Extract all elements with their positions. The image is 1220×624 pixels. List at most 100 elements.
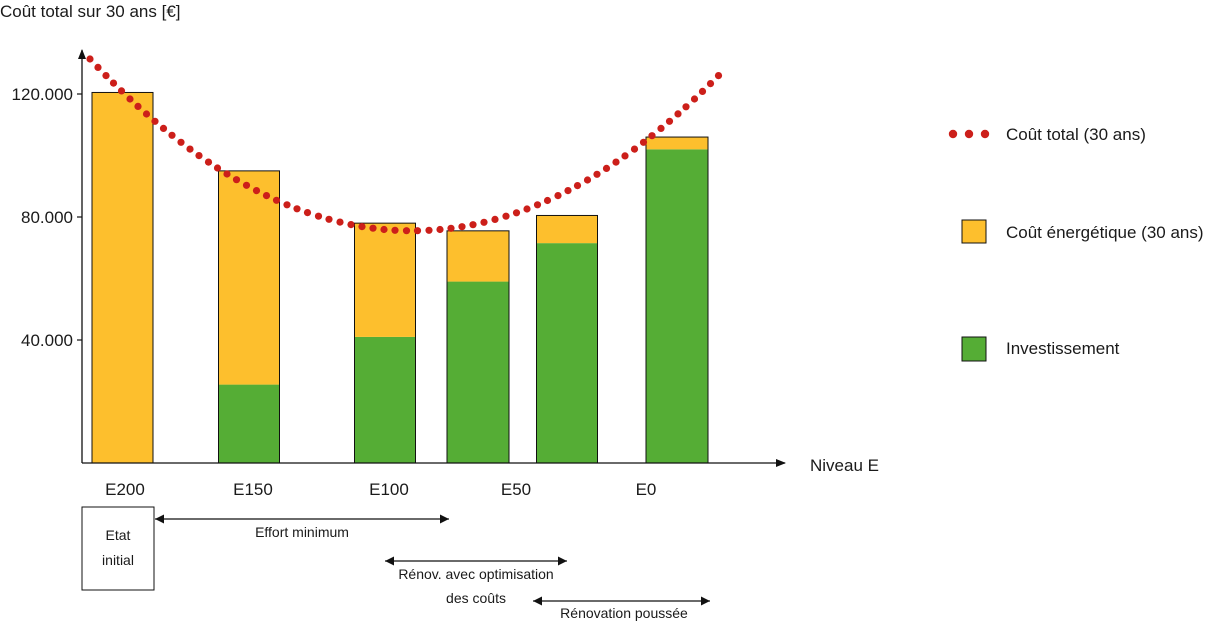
initial-state-label-line-1: Etat xyxy=(106,527,131,543)
range-effort-minimum-arrow-left xyxy=(155,514,164,524)
curve-dot-58 xyxy=(657,124,665,132)
legend-swatch-investment xyxy=(961,336,987,362)
curve-dot-43 xyxy=(512,209,521,217)
range-renovation-poussee-arrow-left xyxy=(533,596,542,606)
y-tick-label-2: 120.000 xyxy=(12,85,73,104)
curve-dot-10 xyxy=(168,131,176,139)
curve-dot-0 xyxy=(86,55,94,63)
curve-dot-56 xyxy=(639,138,648,146)
x-tick-label-3: E50 xyxy=(501,480,531,499)
curve-dot-17 xyxy=(232,176,241,184)
x-tick-label-2: E100 xyxy=(369,480,409,499)
legend: Coût total (30 ans) Coût énergétique (30 … xyxy=(948,125,1204,362)
curve-dot-13 xyxy=(195,152,203,160)
legend-swatch-total-dot-2 xyxy=(980,129,990,139)
range-effort-minimum-arrow-right xyxy=(440,514,449,524)
bar-investment-5 xyxy=(646,149,708,463)
legend-label-energy: Coût énergétique (30 ans) xyxy=(1006,223,1204,242)
bar-investment-1 xyxy=(218,384,280,463)
y-tick-label-0: 40.000 xyxy=(21,331,73,350)
curve-dot-34 xyxy=(413,227,422,235)
curve-dot-6 xyxy=(134,102,142,110)
curve-dot-28 xyxy=(347,221,355,229)
curve-dot-24 xyxy=(303,209,312,217)
range-renov-optimisation-label-line-2: des coûts xyxy=(446,590,506,606)
curve-dot-57 xyxy=(648,132,656,140)
bars xyxy=(91,91,709,464)
curve-dot-16 xyxy=(223,170,231,178)
curve-dot-1 xyxy=(94,63,102,71)
curve-dot-31 xyxy=(380,225,388,234)
ticks: 40.000 80.000 120.000 E200 E150 E100 E50 E0 xyxy=(12,85,657,499)
curve-dot-27 xyxy=(336,218,344,226)
curve-dot-33 xyxy=(402,227,411,235)
curve-dot-59 xyxy=(665,117,674,125)
bar-energy-3 xyxy=(447,230,509,282)
initial-state-box xyxy=(81,506,155,591)
bar-energy-2 xyxy=(354,223,416,337)
range-renov-optimisation-label-line-1: Rénov. avec optimisation xyxy=(398,566,553,582)
total-cost-curve xyxy=(86,55,723,235)
range-renov-optimisation-arrow-right xyxy=(558,556,567,566)
bar-energy-5 xyxy=(646,137,708,150)
range-renovation-poussee-arrow-right xyxy=(701,596,710,606)
curve-dot-40 xyxy=(480,218,488,226)
curve-dot-29 xyxy=(358,223,366,231)
legend-label-investment: Investissement xyxy=(1006,339,1120,358)
x-tick-label-0: E200 xyxy=(105,480,145,499)
curve-dot-39 xyxy=(469,221,477,229)
range-effort-minimum-label: Effort minimum xyxy=(255,524,349,540)
curve-dot-22 xyxy=(283,201,291,209)
curve-dot-64 xyxy=(706,80,715,88)
curve-dot-48 xyxy=(564,187,572,195)
legend-swatch-total-dot-1 xyxy=(964,129,974,139)
curve-dot-9 xyxy=(159,124,168,132)
curve-dot-47 xyxy=(554,192,562,200)
curve-dot-61 xyxy=(682,103,690,111)
curve-dot-46 xyxy=(543,196,552,205)
curve-dot-8 xyxy=(151,117,159,125)
curve-dot-35 xyxy=(425,226,433,234)
curve-dot-2 xyxy=(102,72,110,80)
y-axis-label: Coût total sur 30 ans [€] xyxy=(0,2,181,21)
curve-dot-7 xyxy=(142,110,151,118)
x-tick-label-1: E150 xyxy=(233,480,273,499)
curve-dot-15 xyxy=(213,164,222,172)
curve-dot-37 xyxy=(447,224,455,232)
bar-energy-0 xyxy=(92,92,153,464)
y-tick-label-1: 80.000 xyxy=(21,208,73,227)
axes: Coût total sur 30 ans [€] Niveau E xyxy=(0,2,879,475)
curve-dot-41 xyxy=(491,215,499,223)
initial-state-label-line-2: initial xyxy=(102,552,134,568)
curve-dot-50 xyxy=(583,176,592,184)
curve-dot-25 xyxy=(314,212,323,220)
curve-dot-54 xyxy=(621,152,629,160)
curve-dot-51 xyxy=(593,170,601,178)
curve-dot-52 xyxy=(602,164,611,172)
range-renov-optimisation-arrow-left xyxy=(385,556,394,566)
annotations: Etat initial Effort minimum Rénov. avec opt… xyxy=(81,506,710,621)
curve-dot-23 xyxy=(293,205,301,213)
curve-dot-14 xyxy=(204,158,213,166)
curve-dot-32 xyxy=(391,226,399,234)
curve-dot-53 xyxy=(612,158,620,166)
curve-dot-19 xyxy=(252,187,261,195)
curve-dot-44 xyxy=(523,205,531,213)
bar-energy-1 xyxy=(218,170,280,385)
curve-dot-60 xyxy=(674,110,682,118)
curve-dot-5 xyxy=(126,95,134,103)
bar-energy-4 xyxy=(536,215,598,244)
curve-dot-20 xyxy=(262,192,271,200)
legend-swatch-energy xyxy=(961,219,987,244)
bar-investment-3 xyxy=(447,281,509,463)
bar-investment-4 xyxy=(536,243,598,463)
curve-dot-38 xyxy=(458,223,466,231)
curve-dot-63 xyxy=(698,87,707,95)
curve-dot-62 xyxy=(690,95,699,103)
curve-dot-45 xyxy=(533,201,542,209)
curve-dot-12 xyxy=(186,145,194,153)
curve-dot-26 xyxy=(325,215,333,223)
curve-dot-4 xyxy=(117,87,126,95)
curve-dot-21 xyxy=(272,196,281,204)
